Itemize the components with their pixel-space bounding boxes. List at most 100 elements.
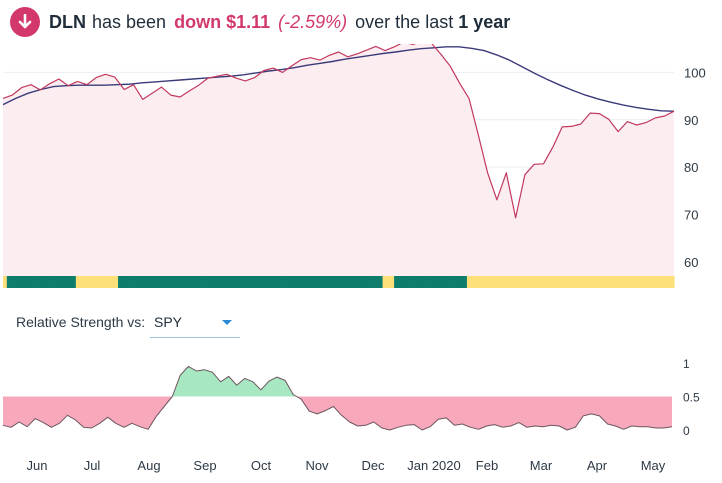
signal-band-segment (440, 276, 445, 288)
signal-band-segment (670, 276, 675, 288)
signal-band-segment (106, 276, 111, 288)
signal-band-segment (75, 276, 81, 288)
signal-band-segment (302, 276, 307, 288)
signal-band-segment (409, 276, 414, 288)
signal-band-segment (420, 276, 426, 288)
signal-band-segment (87, 276, 92, 288)
signal-band-segment (543, 276, 549, 288)
signal-band-segment (14, 276, 19, 288)
signal-band-segment (436, 276, 441, 288)
signal-band-segment (321, 276, 326, 288)
x-axis-month-label: Oct (251, 458, 272, 473)
signal-band-segment (417, 276, 422, 288)
signal-band-segment (344, 276, 349, 288)
x-axis-month-label: Apr (587, 458, 608, 473)
signal-band-segment (121, 276, 127, 288)
signal-band-segment (378, 276, 384, 288)
rs-below-area (3, 396, 672, 430)
signal-band-segment (608, 276, 614, 288)
signal-band-segment (164, 276, 169, 288)
signal-band-segment (187, 276, 192, 288)
signal-band-segment (463, 276, 468, 288)
x-axis-month-label: Jul (84, 458, 101, 473)
signal-band-segment (620, 276, 625, 288)
signal-band-segment (413, 276, 418, 288)
signal-band-segment (313, 276, 319, 288)
signal-band-segment (72, 276, 77, 288)
signal-band-segment (60, 276, 65, 288)
signal-band-segment (336, 276, 342, 288)
signal-band-segment (148, 276, 154, 288)
signal-band-segment (190, 276, 196, 288)
signal-band-segment (432, 276, 437, 288)
signal-band-segment (581, 276, 587, 288)
signal-band-segment (198, 276, 203, 288)
signal-band-segment (91, 276, 96, 288)
signal-band-segment (367, 276, 372, 288)
signal-band-segment (244, 276, 249, 288)
x-axis-month-label: Jan 2020 (407, 458, 461, 473)
signal-band-segment (447, 276, 453, 288)
signal-band-segment (10, 276, 16, 288)
x-axis-month-label: May (641, 458, 666, 473)
signal-band-segment (102, 276, 108, 288)
signal-band-segment (137, 276, 142, 288)
signal-band-segment (194, 276, 200, 288)
x-axis-month-label: Dec (361, 458, 385, 473)
signal-band-segment (604, 276, 610, 288)
signal-band-segment (267, 276, 272, 288)
benchmark-dropdown[interactable]: SPY (150, 306, 240, 338)
signal-band-segment (3, 276, 8, 288)
signal-band-segment (229, 276, 234, 288)
signal-band-segment (662, 276, 667, 288)
signal-band-segment (175, 276, 180, 288)
text-over-the-last: over the last (355, 11, 454, 32)
signal-band-segment (585, 276, 591, 288)
signal-band-segment (133, 276, 138, 288)
signal-band-segment (570, 276, 575, 288)
signal-band-segment (183, 276, 188, 288)
signal-band-segment (489, 276, 495, 288)
period-label: 1 year (458, 11, 511, 32)
signal-band-segment (33, 276, 39, 288)
signal-band-segment (118, 276, 123, 288)
y-tick-label: 70 (684, 207, 698, 222)
signal-band-segment (22, 276, 27, 288)
signal-band-segment (279, 276, 284, 288)
signal-band-segment (482, 276, 487, 288)
signal-band-segment (248, 276, 253, 288)
signal-band-segment (294, 276, 299, 288)
signal-band-segment (225, 276, 230, 288)
y-tick-label: 60 (684, 255, 698, 270)
x-axis-month-label: Mar (530, 458, 553, 473)
signal-band-segment (470, 276, 476, 288)
signal-band-segment (589, 276, 595, 288)
signal-band-segment (371, 276, 376, 288)
signal-band-segment (259, 276, 265, 288)
signal-band-segment (363, 276, 368, 288)
signal-band-segment (455, 276, 460, 288)
signal-band-segment (240, 276, 246, 288)
caret-down-icon (222, 320, 232, 325)
relative-strength-chart: 1 0.5 0 Jun Jul Aug Sep Oct Nov Dec Jan 2020 Feb Mar… (2, 357, 700, 473)
signal-band-segment (635, 276, 641, 288)
signal-band-segment (286, 276, 292, 288)
signal-band-segment (558, 276, 564, 288)
signal-band-segment (160, 276, 165, 288)
rs-y-tick-label: 0.5 (683, 391, 700, 405)
signal-band-segment (83, 276, 88, 288)
signal-band-segment (535, 276, 541, 288)
signal-band-segment (141, 276, 146, 288)
signal-band-segment (233, 276, 238, 288)
signal-band-segment (41, 276, 46, 288)
signal-band-segment (179, 276, 184, 288)
signal-band-segment (520, 276, 526, 288)
signal-band-segment (566, 276, 572, 288)
signal-band-segment (616, 276, 621, 288)
benchmark-selected-value: SPY (154, 314, 183, 330)
signal-band-segment (654, 276, 660, 288)
signal-band-segment (56, 276, 62, 288)
signal-band-segment (144, 276, 150, 288)
signal-band-segment (601, 276, 606, 288)
signal-band-segment (49, 276, 54, 288)
